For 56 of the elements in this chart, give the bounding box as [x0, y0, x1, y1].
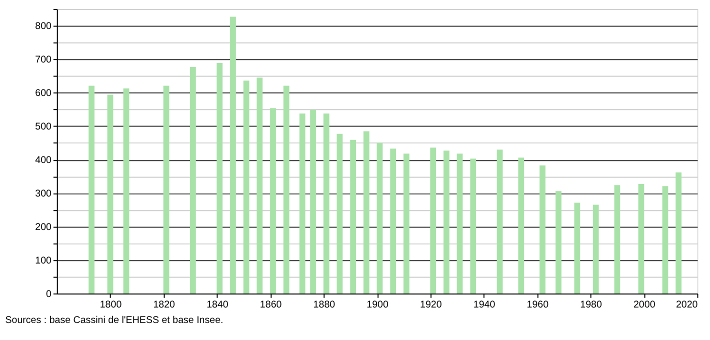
x-tick-label: 1940	[473, 300, 496, 311]
bar	[443, 150, 450, 294]
y-tick-label: 600	[35, 88, 52, 100]
bar	[163, 86, 170, 294]
x-tick-label: 2020	[676, 300, 698, 311]
y-tick-label: 300	[35, 188, 52, 200]
bar	[363, 131, 370, 294]
bar	[592, 204, 599, 294]
y-tick-label: 500	[35, 122, 52, 133]
bar	[540, 165, 546, 294]
x-tick-label: 2000	[633, 300, 656, 311]
bar	[376, 142, 383, 294]
bar	[638, 184, 644, 294]
source-note: Sources : base Cassini de l'EHESS et base Insee.	[5, 314, 224, 326]
bar	[230, 16, 236, 294]
bar	[430, 148, 436, 294]
bar	[283, 86, 290, 294]
y-tick-label: 700	[35, 54, 52, 66]
bar	[216, 62, 223, 294]
bar	[496, 150, 503, 294]
x-tick-label: 1900	[366, 300, 390, 311]
bar	[662, 186, 668, 294]
bar	[123, 88, 130, 294]
bar	[390, 148, 396, 294]
bar	[470, 158, 476, 294]
bar	[190, 66, 196, 294]
y-tick-label: 100	[35, 255, 52, 266]
x-tick-label: 1980	[580, 300, 602, 311]
x-tick-label: 1880	[313, 300, 336, 311]
bar	[107, 94, 114, 294]
y-tick-label: 200	[35, 222, 52, 233]
bar	[676, 172, 682, 294]
y-tick-label: 400	[35, 155, 52, 166]
bar	[310, 110, 316, 294]
bar	[574, 202, 580, 294]
bar	[556, 191, 562, 294]
y-tick-label: 800	[35, 21, 52, 32]
x-tick-label: 1840	[206, 300, 229, 311]
bar	[270, 108, 276, 294]
bar	[323, 113, 330, 294]
bar	[518, 158, 524, 294]
x-tick-label: 1800	[100, 300, 122, 311]
bar	[243, 80, 250, 294]
bar	[456, 154, 463, 294]
bar	[350, 140, 356, 294]
bar	[403, 154, 410, 294]
x-tick-label: 1860	[260, 300, 282, 311]
bar	[614, 185, 620, 294]
y-tick-label: 0	[46, 288, 52, 300]
bar	[88, 86, 95, 294]
bar	[336, 134, 343, 294]
bar	[299, 113, 306, 294]
x-tick-label: 1920	[420, 300, 442, 311]
x-tick-label: 1960	[526, 300, 550, 311]
bar	[256, 78, 263, 294]
x-tick-label: 1820	[153, 300, 176, 311]
